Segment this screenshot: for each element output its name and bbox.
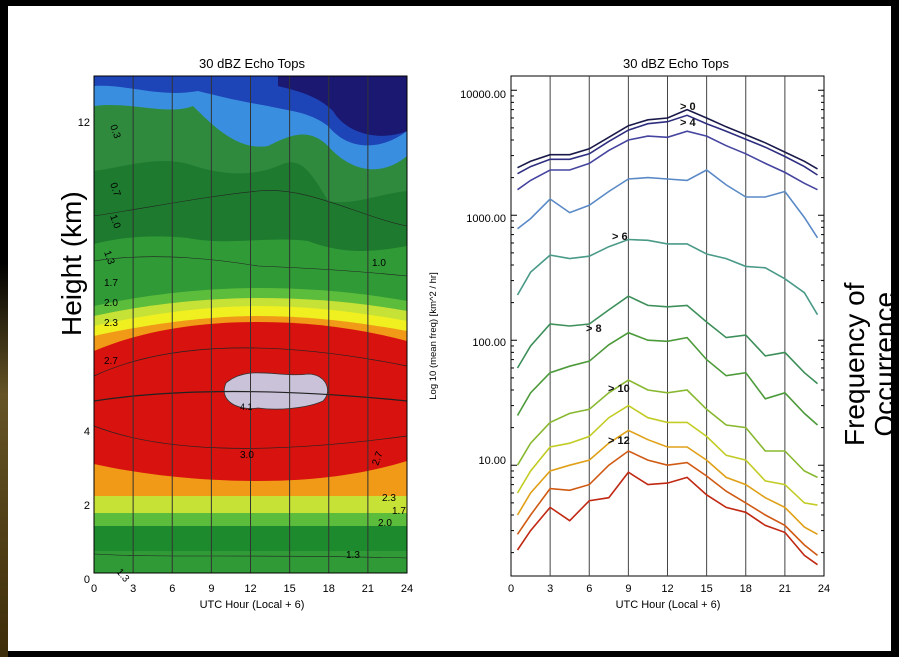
left-plot-frame — [93, 75, 408, 574]
height-axis-label: Height (km) — [56, 191, 87, 336]
curve-label: > 10 — [608, 383, 630, 395]
x-tick-label: 12 — [661, 583, 673, 595]
frequency-series-line — [516, 238, 819, 316]
frequency-series-line — [516, 404, 818, 506]
left-x-axis-label: UTC Hour (Local + 6) — [200, 599, 305, 611]
frequency-series-line — [517, 169, 819, 239]
contour-label: 1.7 — [104, 278, 118, 289]
contour-label: 0.7 — [107, 181, 122, 198]
contour-label: 1.3 — [346, 550, 360, 561]
x-tick-label: 24 — [818, 583, 830, 595]
contour-label: 1.0 — [107, 213, 122, 230]
right-y-tick-labels: 10000.00 1000.00 100.00 10.00 — [460, 89, 506, 467]
contour-label: 4.1 — [240, 402, 253, 412]
contour-line — [94, 190, 407, 227]
contour-label: 1.7 — [392, 506, 406, 517]
y-tick-label: 100.00 — [472, 337, 506, 349]
frequency-series-line — [516, 471, 818, 566]
contour-label: 1.3 — [101, 249, 116, 266]
contour-label: 2.7 — [370, 450, 385, 467]
contour-label: 2.7 — [104, 356, 118, 367]
frequency-axis-label: Frequency of Occurrence — [839, 282, 899, 446]
x-tick-label: 24 — [401, 583, 413, 595]
contour-label: 2.3 — [382, 493, 396, 504]
left-vertical-grid — [132, 76, 369, 573]
x-tick-label: 15 — [284, 583, 296, 595]
contour-label: 0.3 — [107, 123, 122, 140]
curve-label: > 12 — [608, 435, 630, 447]
x-tick-label: 12 — [244, 583, 256, 595]
curve-label: > 4 — [680, 117, 696, 129]
contour-label: 3.0 — [240, 450, 254, 461]
x-tick-label: 0 — [91, 583, 97, 595]
y-tick-label: 2 — [84, 500, 90, 512]
frequency-curves — [516, 108, 819, 566]
contour-label: 2.0 — [378, 518, 392, 529]
contour-line — [94, 390, 407, 402]
colorbar-label: Log 10 (mean freq) [km^2 / hr] — [428, 272, 439, 400]
right-line-chart: 30 dBZ Echo Tops > 0 > 4 > 6 > 8 > 10 > … — [460, 56, 830, 611]
left-chart-title: 30 dBZ Echo Tops — [199, 56, 305, 71]
frequency-series-line — [517, 108, 818, 170]
x-tick-label: 9 — [625, 583, 631, 595]
contour-labels: 0.3 0.7 1.0 1.3 1.7 2.0 2.3 2.7 3.0 1.0 … — [101, 123, 406, 585]
y-tick-label: 12 — [78, 117, 90, 129]
frequency-series-line — [516, 295, 819, 385]
contour-label: 2.3 — [104, 318, 118, 329]
contour-line — [94, 553, 407, 559]
x-tick-label: 18 — [323, 583, 335, 595]
x-tick-label: 6 — [169, 583, 175, 595]
y-tick-label: 4 — [84, 426, 90, 438]
y-tick-label: 10000.00 — [460, 89, 506, 101]
left-x-tick-labels: 0 3 6 9 12 15 18 21 24 — [91, 583, 413, 595]
right-x-axis-label: UTC Hour (Local + 6) — [616, 599, 721, 611]
y-tick-label: 10.00 — [478, 455, 506, 467]
left-heatmap-chart: 30 dBZ Echo Tops — [78, 56, 413, 611]
frequency-series-line — [517, 114, 818, 176]
x-tick-label: 21 — [779, 583, 791, 595]
right-chart-title: 30 dBZ Echo Tops — [623, 56, 729, 71]
frequency-series-line — [516, 379, 818, 479]
x-tick-label: 18 — [740, 583, 752, 595]
curve-labels: > 0 > 4 > 6 > 8 > 10 > 12 — [586, 101, 696, 447]
frequency-series-line — [516, 331, 819, 426]
x-tick-label: 15 — [701, 583, 713, 595]
gold-frame-edge — [0, 0, 8, 657]
y-tick-label: 1000.00 — [466, 213, 506, 225]
curve-label: > 6 — [612, 231, 628, 243]
frequency-series-line — [516, 429, 818, 536]
x-tick-label: 3 — [547, 583, 553, 595]
contour-line — [94, 347, 407, 449]
heatmap-bands — [94, 76, 407, 573]
frequency-series-line — [517, 130, 818, 191]
x-tick-label: 9 — [208, 583, 214, 595]
contour-label: 1.0 — [372, 258, 386, 269]
band-dark-navy — [278, 76, 407, 136]
frequency-series-line — [516, 450, 818, 557]
slide-svg: 30 dBZ Echo Tops — [78, 56, 830, 611]
y-tick-label: 0 — [84, 574, 90, 586]
curve-label: > 8 — [586, 323, 602, 335]
curve-label: > 0 — [680, 101, 696, 113]
x-tick-label: 0 — [508, 583, 514, 595]
x-tick-label: 3 — [130, 583, 136, 595]
right-x-tick-labels: 0 3 6 9 12 15 18 21 24 — [508, 583, 830, 595]
x-tick-label: 21 — [362, 583, 374, 595]
x-tick-label: 6 — [586, 583, 592, 595]
contour-label: 2.0 — [104, 298, 118, 309]
left-y-tick-labels: 0 2 4 12 — [78, 117, 90, 586]
slide-canvas: 30 dBZ Echo Tops — [8, 6, 899, 651]
right-vertical-grid — [511, 76, 824, 576]
contour-line — [94, 256, 407, 277]
